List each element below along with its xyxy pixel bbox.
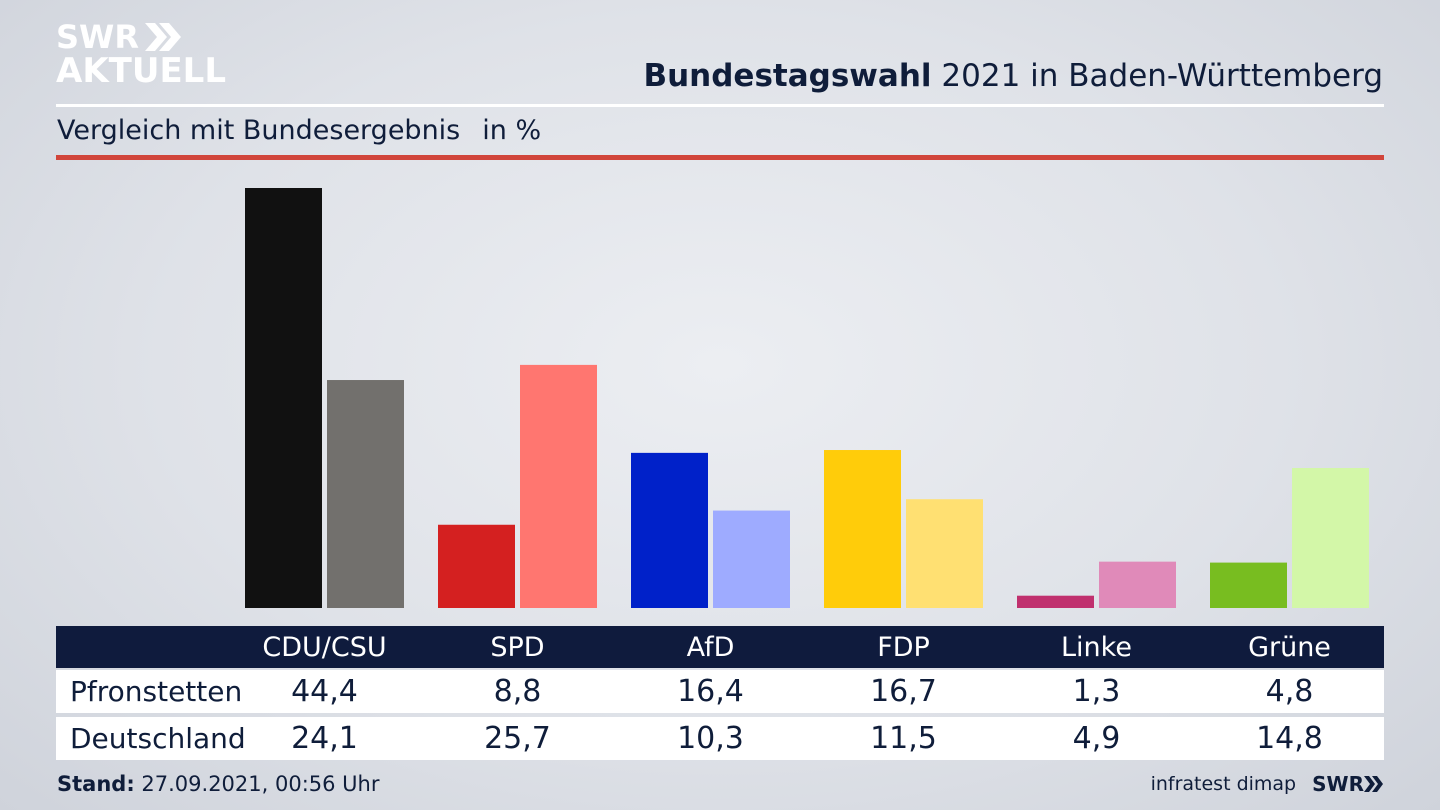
value-cell: 24,1: [291, 721, 358, 756]
logo-line2: AKTUELL: [56, 51, 227, 91]
value-cell: 16,4: [677, 674, 744, 709]
bar-spd-pfronstetten: [438, 524, 515, 608]
bar-chart: [245, 188, 1369, 608]
value-cell: 44,4: [291, 674, 358, 709]
bar-fdp-deutschland: [906, 499, 983, 608]
table-header-row: CDU/CSU SPD AfD FDP Linke Grüne: [56, 626, 1384, 668]
bar-afd-pfronstetten: [631, 452, 708, 608]
table-row: Pfronstetten 44,4 8,8 16,4 16,7 1,3 4,8: [56, 670, 1384, 713]
subtitle-text: Vergleich mit Bundesergebnis: [57, 115, 461, 146]
value-cell: 10,3: [677, 721, 744, 756]
value-cell: 8,8: [493, 674, 542, 709]
double-chevron-icon: [144, 23, 181, 51]
value-cell: 25,7: [484, 721, 551, 756]
chart-subtitle: Vergleich mit Bundesergebnis in %: [57, 115, 541, 146]
source-credit: infratest dimap SWR: [1151, 772, 1384, 796]
unit-label: in %: [482, 115, 542, 146]
row-label: Deutschland: [70, 722, 246, 755]
column-header: Linke: [1061, 631, 1132, 663]
chart-title: Bundestagswahl 2021 in Baden-Württemberg: [643, 58, 1383, 94]
value-cell: 4,8: [1265, 674, 1314, 709]
bar-cdu-csu-deutschland: [327, 380, 404, 608]
title-divider: [56, 104, 1384, 107]
bar-afd-deutschland: [713, 510, 790, 608]
swr-aktuell-logo: SWR AKTUELL: [56, 20, 226, 88]
column-header: Grüne: [1248, 631, 1331, 663]
column-header: SPD: [490, 631, 545, 663]
results-table: CDU/CSU SPD AfD FDP Linke Grüne Pfronstetten …: [56, 626, 1384, 760]
subtitle-divider: [56, 155, 1384, 160]
table-row: Deutschland 24,1 25,7 10,3 11,5 4,9 14,8: [56, 717, 1384, 760]
timestamp: Stand: 27.09.2021, 00:56 Uhr: [57, 772, 380, 796]
swr-brand-text: SWR: [1312, 772, 1364, 796]
bar-spd-deutschland: [520, 364, 597, 608]
bar-grüne-deutschland: [1292, 468, 1369, 608]
value-cell: 14,8: [1256, 721, 1323, 756]
stand-value: 27.09.2021, 00:56 Uhr: [134, 772, 380, 796]
bar-fdp-pfronstetten: [824, 450, 901, 608]
bar-cdu-csu-pfronstetten: [245, 188, 322, 608]
chart-title-rest: 2021 in Baden-Württemberg: [931, 58, 1383, 94]
stand-label: Stand:: [57, 772, 135, 796]
value-cell: 1,3: [1072, 674, 1121, 709]
bar-linke-pfronstetten: [1017, 595, 1094, 608]
bar-grüne-pfronstetten: [1210, 562, 1287, 608]
column-header: AfD: [686, 631, 735, 663]
double-chevron-icon: [1364, 776, 1383, 792]
logo-line1: SWR: [56, 18, 139, 56]
source-label: infratest dimap: [1150, 773, 1297, 795]
value-cell: 11,5: [870, 721, 937, 756]
column-header: FDP: [877, 631, 930, 663]
column-header: CDU/CSU: [262, 631, 387, 663]
value-cell: 4,9: [1072, 721, 1121, 756]
row-label: Pfronstetten: [70, 675, 243, 708]
value-cell: 16,7: [870, 674, 937, 709]
chart-title-bold: Bundestagswahl: [643, 58, 932, 94]
bar-linke-deutschland: [1099, 561, 1176, 608]
swr-brand: SWR: [1312, 772, 1384, 796]
